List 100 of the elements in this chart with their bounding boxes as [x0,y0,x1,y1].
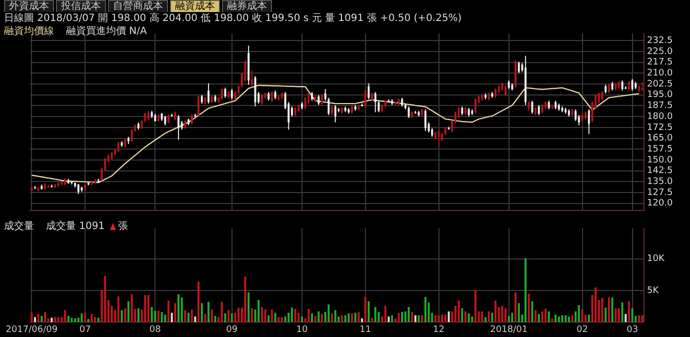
bar [238,308,240,322]
bar [604,308,607,322]
candlestick [330,105,333,116]
bar [471,316,474,322]
bar [280,317,283,322]
y-tick-label: 202.5 [647,79,673,90]
x-tick-label: 07 [79,324,91,335]
y-tick-label: 217.5 [647,58,673,68]
bar [538,314,540,322]
bar [374,306,376,322]
bar [571,315,574,322]
text: 融資均價線 [4,26,54,38]
bar [344,315,346,322]
x-tick-label: 2018/01 [490,324,528,335]
candlestick [230,88,233,100]
candlestick [528,100,530,112]
bar [300,316,303,322]
bar [130,294,133,322]
candlestick [541,104,544,114]
y-tick-label: 172.5 [647,122,673,133]
bar [594,287,597,322]
bar [444,314,446,322]
bar [80,313,83,322]
bar [514,292,517,322]
candlestick [504,84,507,97]
bar [268,315,270,322]
bar [318,311,320,322]
candlestick [628,80,630,92]
bar [157,310,160,322]
bar [137,308,140,322]
candlestick [77,183,80,194]
candlestick [538,104,540,116]
bar [74,318,76,322]
candlestick [601,90,604,102]
bar [518,303,520,322]
bar [334,310,336,322]
bar [228,310,230,322]
bar [214,316,216,322]
bar [601,298,604,322]
bar [548,311,550,322]
bar [504,308,507,322]
bar [64,310,66,322]
text: 成交量 1091 張 [46,221,128,232]
x-tick-label: 03 [626,324,638,335]
bar [184,310,186,322]
bar [404,311,406,322]
bar [244,276,246,322]
bar [34,317,36,322]
y-tick-label: 225.0 [647,46,674,57]
bar [534,310,537,322]
candlestick [424,108,426,132]
candlestick [518,61,520,74]
candlestick [164,115,166,126]
bar [180,297,183,322]
bar [368,301,370,322]
y-tick-label: 187.5 [647,101,673,112]
bar [434,315,436,322]
bar [401,312,404,322]
candlestick [368,82,370,100]
bar [310,313,313,322]
bar [170,312,173,322]
bar [511,312,514,322]
candlestick [220,88,223,100]
candlestick [374,91,376,113]
bar [200,303,203,322]
candlestick [334,104,336,123]
bar [84,312,86,322]
bar [568,316,570,322]
candlestick [631,78,634,92]
bar [258,300,260,322]
bar [448,311,450,322]
bar [94,317,96,322]
candlestick [318,94,320,106]
y-tick-label: 157.5 [647,144,673,154]
bar [531,301,534,322]
bar [37,314,40,322]
bar [588,314,590,322]
bar [361,318,364,322]
candlestick [117,141,120,153]
bar [67,316,70,322]
bar [491,312,494,322]
bar [524,258,527,322]
bar [294,308,296,322]
bar [210,310,213,322]
bar [474,290,476,322]
bar [198,282,200,322]
x-tick-label: 08 [149,324,162,335]
bar [270,310,273,322]
y-tick-label: 165.0 [647,134,674,144]
candlestick [147,110,150,121]
bar [408,306,410,322]
chart-title: 成交量 [4,221,34,233]
bar [194,316,196,322]
bar [484,317,486,322]
x-tick-label: 11 [360,324,372,335]
candlestick [608,84,610,94]
x-tick-label: 02 [576,324,588,335]
x-tick-label: 09 [226,324,238,335]
candlestick [438,130,440,148]
y-tick-label: 120.0 [647,198,674,209]
